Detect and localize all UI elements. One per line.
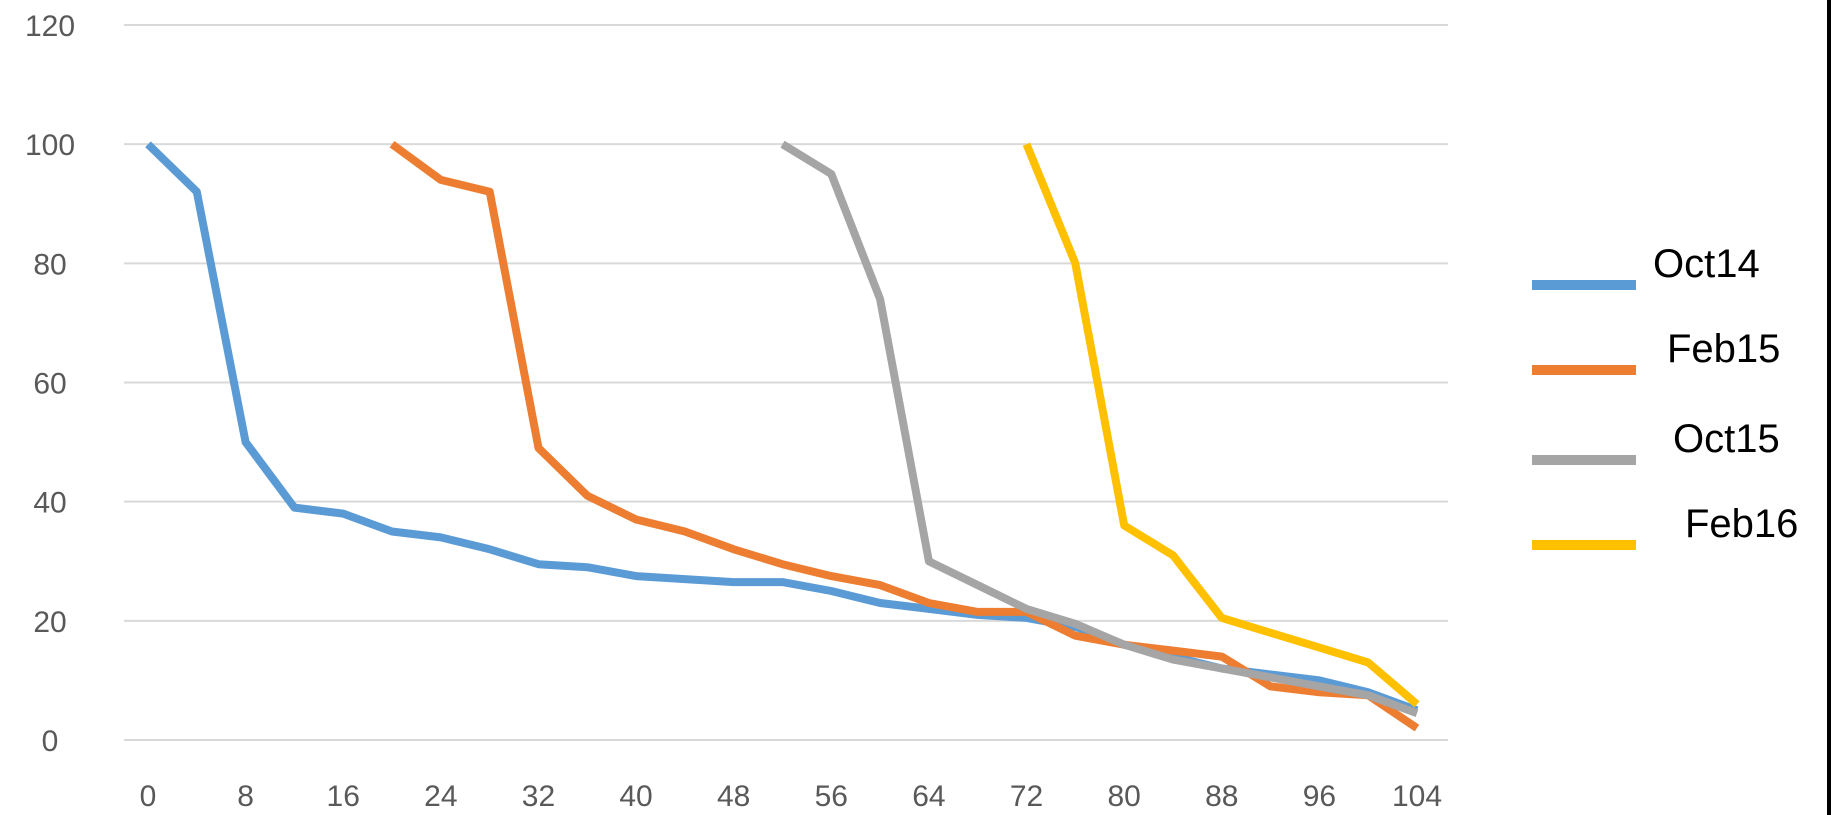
x-tick-label: 40 [619,780,652,813]
legend-label-feb15: Feb15 [1667,327,1780,371]
y-tick-label: 60 [33,368,66,401]
series-line-oct15 [780,140,1419,717]
y-axis-ticks: 0 20 40 60 80 100 120 [25,10,75,758]
legend-label-oct14: Oct14 [1653,242,1760,286]
y-tick-label: 80 [33,248,66,281]
x-tick-label: 0 [140,780,157,813]
x-tick-label: 64 [912,780,945,813]
gridlines [124,24,1448,741]
chart-border [1827,0,1831,815]
series-line-feb16 [1022,142,1420,708]
x-tick-label: 72 [1010,780,1043,813]
y-tick-label: 40 [33,487,66,520]
y-tick-label: 100 [25,129,75,162]
legend: Oct14 Feb15 Oct15 Feb16 [1532,242,1798,550]
x-tick-label: 16 [327,780,360,813]
x-tick-label: 24 [424,780,457,813]
x-tick-label: 88 [1205,780,1238,813]
x-axis-ticks: 0 8 16 24 32 40 48 56 64 72 80 88 96 104 [140,780,1442,813]
x-tick-label: 80 [1107,780,1140,813]
x-tick-label: 48 [717,780,750,813]
x-tick-label: 56 [815,780,848,813]
series-line-oct14 [145,141,1419,714]
series-lines [145,140,1420,732]
x-tick-label: 8 [237,780,254,813]
legend-label-oct15: Oct15 [1673,417,1780,461]
y-tick-label: 120 [25,10,75,43]
x-tick-label: 96 [1303,780,1336,813]
y-tick-label: 20 [33,606,66,639]
x-tick-label: 32 [522,780,555,813]
legend-label-feb16: Feb16 [1685,502,1798,546]
x-tick-label: 104 [1392,780,1442,813]
y-tick-label: 0 [42,725,59,758]
